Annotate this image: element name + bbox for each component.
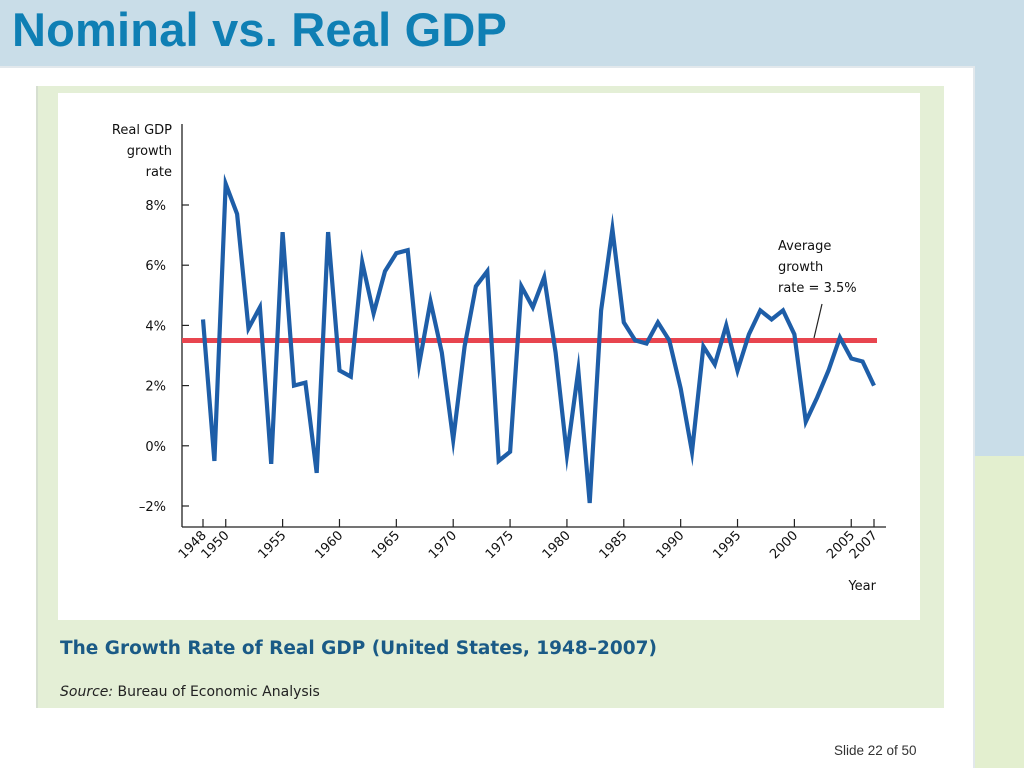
source-text: Bureau of Economic Analysis: [113, 684, 320, 700]
x-tick-label: 1975: [483, 528, 517, 562]
x-tick-label: 1995: [710, 528, 744, 562]
slide-title: Nominal vs. Real GDP: [12, 3, 508, 56]
x-tick-label: 1980: [540, 528, 574, 562]
y-axis-title-line: Real GDP: [112, 123, 172, 138]
figure-caption: The Growth Rate of Real GDP (United Stat…: [60, 638, 657, 659]
x-tick-label: 1955: [255, 528, 289, 562]
x-tick-label: 1990: [653, 528, 687, 562]
x-axis-title: Year: [847, 579, 876, 594]
x-tick-label: 2000: [767, 528, 801, 562]
y-tick-label: 8%: [145, 199, 166, 214]
figure-source: Source: Bureau of Economic Analysis: [60, 684, 320, 700]
y-axis-title-line: rate: [146, 165, 172, 180]
average-annotation-line: rate = 3.5%: [778, 281, 857, 296]
x-tick-label: 1960: [312, 528, 346, 562]
real-gdp-growth-series-line: [200, 173, 876, 504]
x-tick-label: 1970: [426, 528, 460, 562]
x-tick-label: 1965: [369, 528, 403, 562]
average-annotation-line: growth: [778, 260, 823, 275]
y-tick-label: 0%: [145, 440, 166, 455]
y-tick-label: 4%: [145, 319, 166, 334]
y-tick-label: 2%: [145, 380, 166, 395]
slide-number: Slide 22 of 50: [834, 743, 917, 758]
y-axis-title-line: growth: [127, 144, 172, 159]
source-label: Source:: [60, 684, 114, 700]
y-tick-label: 6%: [145, 259, 166, 274]
average-annotation-line: Average: [778, 239, 831, 254]
slide-side-accent: [975, 456, 1024, 768]
plot-area: [58, 93, 920, 620]
annotation-pointer: [813, 303, 823, 339]
y-tick-label: –2%: [139, 500, 166, 515]
x-tick-label: 1985: [597, 528, 631, 562]
